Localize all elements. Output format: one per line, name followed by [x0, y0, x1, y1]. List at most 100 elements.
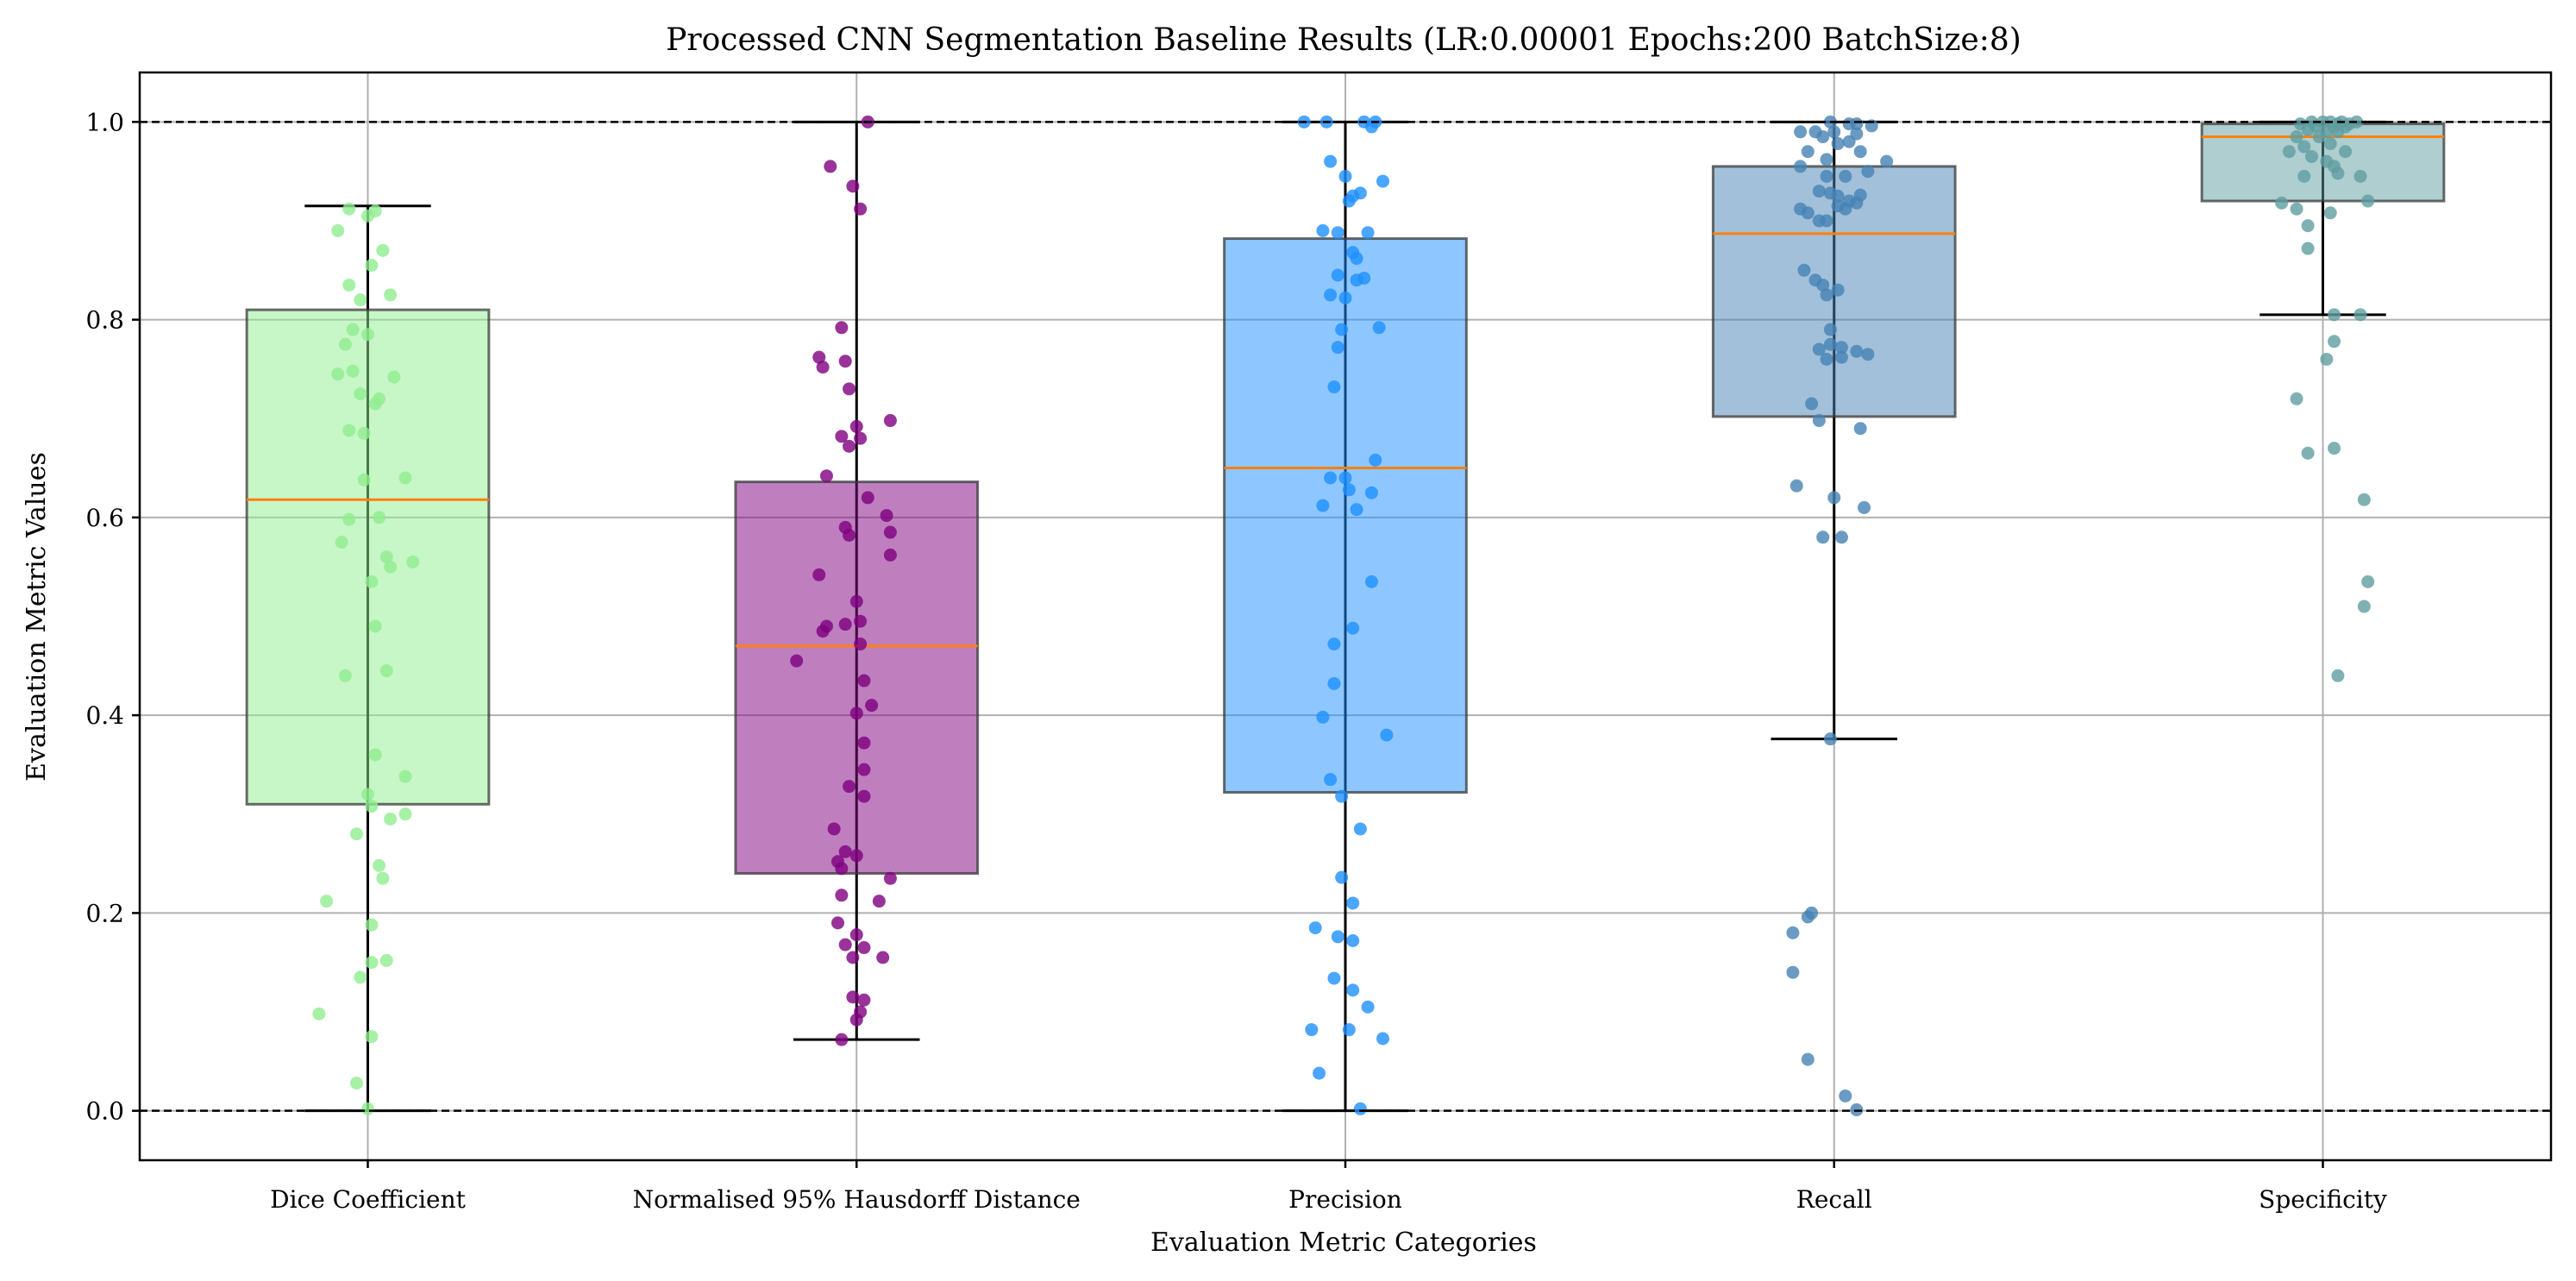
data-point	[1861, 165, 1875, 179]
data-point	[1823, 337, 1837, 351]
data-point	[2320, 352, 2334, 366]
data-point	[342, 202, 356, 216]
data-point	[1834, 341, 1848, 355]
data-point	[2328, 442, 2341, 455]
data-point	[1335, 870, 1349, 884]
data-point	[2301, 122, 2315, 136]
data-point	[1831, 199, 1845, 213]
data-point	[1850, 344, 1864, 358]
data-point	[835, 430, 849, 443]
data-point	[854, 431, 868, 445]
data-point	[831, 916, 845, 930]
data-point	[1346, 896, 1360, 910]
data-point	[384, 560, 398, 574]
data-point	[1853, 145, 1867, 159]
data-point	[883, 871, 897, 885]
data-point	[857, 993, 871, 1007]
data-point	[857, 736, 871, 750]
data-point	[1839, 1089, 1852, 1102]
data-point	[1353, 186, 1367, 200]
data-point	[1823, 323, 1837, 336]
data-point	[1850, 117, 1864, 131]
data-point	[880, 509, 893, 523]
points-group-5	[2275, 115, 2375, 682]
data-point	[1364, 575, 1378, 588]
data-point	[857, 674, 871, 688]
x-tick-label: Recall	[1796, 1185, 1872, 1214]
data-point	[368, 397, 382, 411]
data-point	[812, 350, 826, 364]
data-point	[1308, 921, 1322, 935]
data-point	[1361, 226, 1375, 240]
data-point	[1812, 414, 1826, 428]
data-point	[2290, 392, 2303, 405]
data-point	[816, 361, 830, 374]
data-point	[331, 223, 345, 237]
data-point	[838, 938, 852, 951]
data-point	[1805, 397, 1819, 411]
data-point	[376, 243, 390, 257]
data-point	[1338, 291, 1352, 305]
data-point	[846, 951, 860, 964]
data-point	[1786, 965, 1800, 979]
data-point	[1331, 226, 1344, 240]
data-point	[872, 895, 886, 908]
data-point	[1794, 160, 1808, 173]
data-point	[1331, 930, 1344, 944]
data-point	[1346, 621, 1360, 635]
data-point	[1324, 471, 1338, 485]
data-point	[365, 259, 379, 273]
data-point	[2297, 140, 2311, 154]
data-point	[2290, 202, 2303, 216]
data-point	[406, 555, 420, 568]
data-point	[354, 970, 367, 984]
data-point	[376, 871, 390, 885]
data-point	[1801, 145, 1814, 159]
data-point	[1331, 341, 1344, 355]
data-point	[2323, 137, 2337, 151]
data-point	[398, 769, 412, 783]
data-point	[312, 1007, 326, 1020]
data-point	[2301, 242, 2315, 255]
data-point	[357, 426, 371, 440]
data-point	[1801, 910, 1814, 924]
data-point	[812, 568, 826, 581]
data-point	[2357, 600, 2371, 613]
data-point	[2361, 194, 2375, 208]
box-group-2	[734, 120, 980, 1041]
data-point	[857, 763, 871, 776]
box	[1223, 237, 1468, 794]
data-point	[342, 512, 356, 526]
box	[734, 480, 980, 876]
data-point	[365, 918, 379, 932]
data-point	[861, 491, 874, 505]
data-point	[2328, 308, 2341, 322]
data-point	[1305, 1023, 1319, 1037]
data-point	[1316, 710, 1330, 724]
y-axis-label: Evaluation Metric Values	[22, 452, 52, 782]
y-tick-label: 0.2	[85, 899, 124, 927]
data-point	[398, 807, 412, 821]
data-point	[1831, 283, 1845, 297]
data-point	[2353, 308, 2367, 322]
data-point	[338, 337, 352, 351]
data-point	[354, 293, 367, 307]
data-point	[1820, 153, 1833, 166]
data-point	[346, 323, 360, 336]
data-point	[1338, 471, 1352, 485]
data-point	[349, 1077, 363, 1090]
data-point	[1376, 174, 1389, 188]
data-point	[1820, 288, 1833, 302]
data-point	[1831, 137, 1845, 151]
data-point	[1327, 971, 1341, 985]
data-point	[2304, 149, 2318, 163]
data-point	[2323, 206, 2337, 220]
data-point	[824, 160, 837, 173]
data-point	[1850, 196, 1864, 210]
data-point	[849, 849, 863, 863]
data-point	[1823, 732, 1837, 746]
data-point	[846, 990, 860, 1004]
data-point	[1827, 125, 1841, 139]
data-point	[819, 469, 833, 483]
